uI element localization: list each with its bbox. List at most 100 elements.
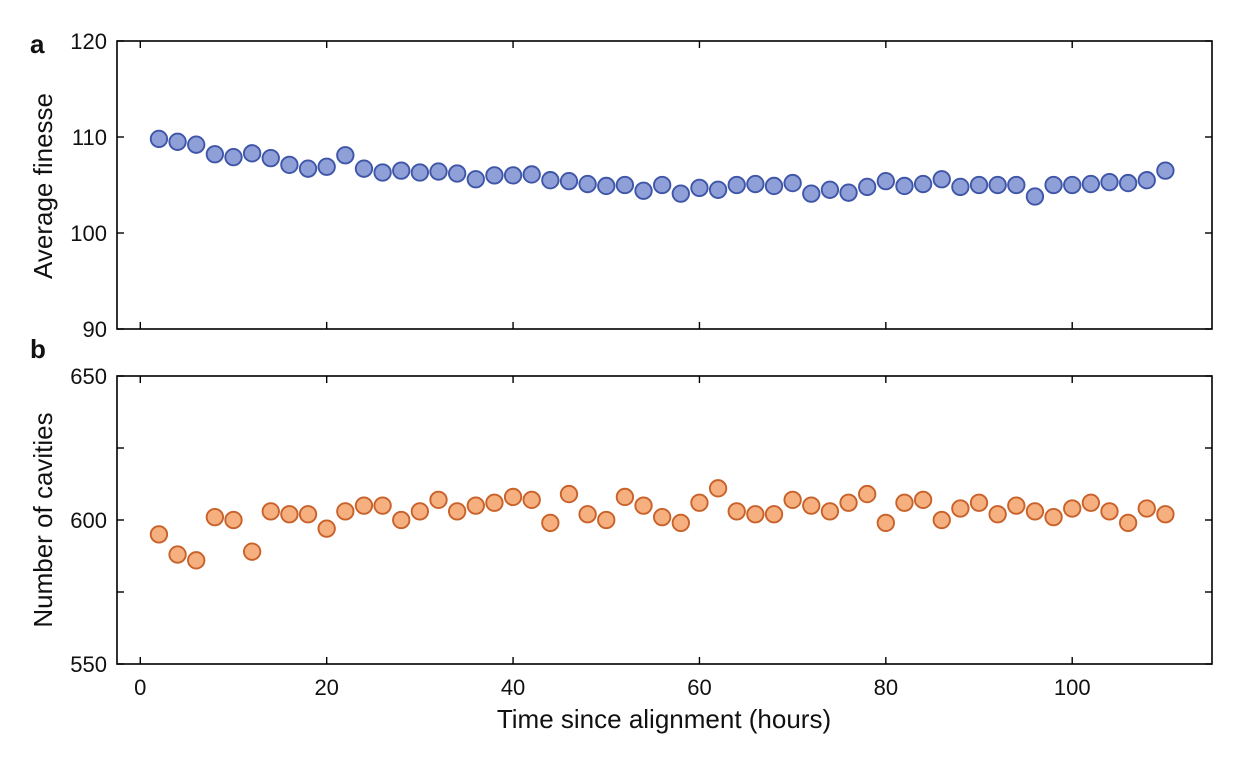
panel-b-data-point [615, 487, 635, 507]
panel-a-data-point [783, 173, 802, 193]
panel-b-xtick-label: 100 [1054, 675, 1091, 700]
panel-b-data-point [839, 493, 858, 512]
panel-a-data-point [988, 175, 1007, 195]
panel-b-data-point [578, 505, 597, 524]
panel-a-data-point [708, 180, 728, 199]
panel-b-data-point [746, 505, 765, 524]
panel-a-letter: a [30, 29, 45, 59]
panel-b-number-of-cavities: b Number of cavities 0 20 40 60 80 100 550 600 6… [28, 334, 1213, 734]
panel-b-data-point [1081, 493, 1101, 512]
panel-b-data-point [988, 505, 1007, 524]
panel-a-data-point [951, 177, 970, 197]
panel-a-data-point [503, 166, 523, 185]
panel-b-data-point [783, 490, 802, 509]
panel-b-data-point [336, 502, 355, 521]
panel-b-data-point [858, 484, 877, 504]
panel-b-data-point [1025, 502, 1045, 521]
panel-b-data-point [1100, 502, 1119, 521]
panel-b-xtick-label: 20 [314, 675, 338, 700]
panel-b-data-point [447, 502, 467, 521]
panel-a-data-point [317, 157, 336, 176]
panel-a-data-point [261, 148, 280, 168]
panel-b-ytick-label: 650 [70, 364, 107, 389]
panel-a-data-point [205, 145, 225, 164]
panel-a-data-point [522, 165, 541, 184]
panel-a-data-point [373, 163, 392, 182]
panel-a-ylabel: Average finesse [28, 93, 58, 279]
panel-b-data-point [951, 499, 970, 518]
panel-b-data-point [1118, 513, 1138, 533]
panel-a-data-point [653, 175, 672, 195]
panel-b-data-point [913, 490, 933, 509]
panel-a-ytick-label: 120 [70, 29, 107, 54]
panel-a-data-point [895, 176, 914, 196]
panel-b-data-point [354, 496, 374, 515]
panel-b-data-point [373, 496, 392, 515]
panel-b-frame [116, 375, 1213, 665]
panel-a-data-point [354, 159, 374, 178]
panel-a-data-point [541, 171, 560, 190]
panel-b-data-points [149, 479, 1175, 570]
panel-a-data-point [1044, 175, 1063, 195]
panel-b-data-point [466, 496, 485, 515]
panel-b-data-point [503, 487, 523, 507]
panel-a-data-point [1156, 161, 1175, 180]
panel-a-data-point [1081, 174, 1101, 194]
panel-a-frame [116, 40, 1213, 330]
panel-a-data-point [1063, 175, 1082, 195]
panel-a-data-point [746, 174, 765, 194]
panel-b-data-point [932, 510, 951, 530]
panel-a-data-point [876, 172, 895, 191]
panel-b-data-point [708, 479, 728, 498]
panel-a-ytick-label: 90 [83, 317, 107, 342]
panel-a-data-point [392, 161, 411, 180]
panel-b-data-point [895, 493, 914, 512]
panel-b-data-point [149, 525, 169, 544]
panel-b-data-point [1044, 507, 1063, 527]
panel-a-ytick-label: 100 [70, 221, 107, 246]
panel-b-data-point [597, 510, 616, 530]
panel-b-data-point [280, 505, 299, 524]
panel-a-average-finesse: a Average finesse 90 100 110 120 [28, 29, 1213, 342]
panel-a-data-point [858, 177, 877, 197]
panel-b-data-point [429, 490, 448, 509]
panel-b-data-point [653, 507, 672, 527]
panel-a-data-point [559, 172, 579, 191]
panel-b-ytick-label: 550 [70, 652, 107, 677]
panel-b-data-point [764, 505, 784, 524]
panel-a-data-point [410, 163, 430, 182]
panel-b-data-point [410, 502, 430, 521]
panel-b-data-point [298, 505, 318, 524]
panel-b-ticks: 0 20 40 60 80 100 550 600 650 [70, 364, 1212, 700]
panel-a-data-point [466, 170, 485, 189]
panel-a-data-point [820, 180, 840, 199]
panel-a-data-point [615, 175, 635, 195]
panel-b-data-point [392, 510, 411, 530]
panel-a-data-point [149, 129, 169, 149]
panel-a-data-point [1007, 175, 1026, 195]
panel-a-data-point [802, 184, 821, 203]
panel-a-data-point [634, 181, 653, 200]
panel-a-data-point [913, 174, 933, 194]
panel-a-data-point [224, 148, 243, 167]
panel-a-data-point [298, 159, 318, 178]
panel-b-xtick-label: 0 [134, 675, 146, 700]
panel-b-data-point [820, 502, 840, 521]
panel-a-data-point [690, 178, 709, 198]
panel-a-data-point [485, 166, 504, 185]
panel-b-data-point [634, 496, 653, 515]
panel-b-data-point [224, 510, 243, 530]
panel-a-data-point [1100, 172, 1119, 192]
panel-b-data-point [187, 551, 206, 570]
panel-b-data-point [168, 545, 187, 564]
panel-b-data-point [690, 493, 709, 512]
panel-b-data-point [671, 513, 690, 533]
panel-a-data-point [969, 175, 989, 195]
panel-b-data-point [485, 493, 504, 512]
panel-b-data-point [522, 490, 541, 509]
panel-b-letter: b [30, 334, 46, 364]
panel-b-data-point [1007, 496, 1026, 515]
panel-b-data-point [1156, 505, 1175, 524]
panel-a-data-point [1025, 187, 1045, 206]
